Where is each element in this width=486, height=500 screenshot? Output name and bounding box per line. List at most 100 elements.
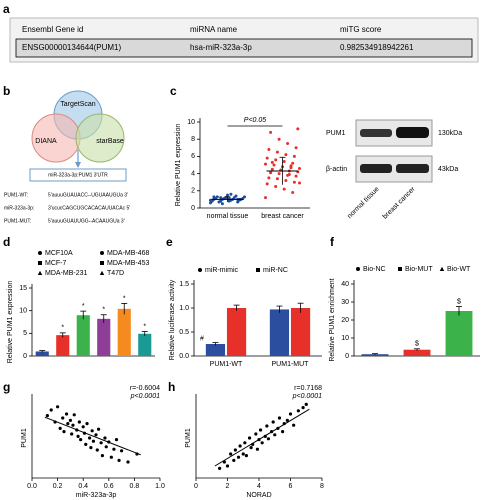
- point: [70, 432, 74, 436]
- point: [281, 430, 285, 434]
- marker: *: [143, 323, 146, 330]
- point: [270, 167, 274, 171]
- point: [120, 449, 124, 453]
- x-tick-label: 1.0: [155, 483, 165, 490]
- y-tick-label: 5: [23, 330, 27, 337]
- point: [264, 196, 267, 200]
- point: [229, 452, 233, 456]
- point: [66, 422, 70, 426]
- point: [210, 199, 214, 203]
- point: [260, 441, 264, 445]
- point: [220, 202, 224, 206]
- y-tick-label: 0: [191, 205, 195, 212]
- x-tick-label: 0.4: [78, 483, 88, 490]
- panel-label: e: [166, 235, 173, 249]
- point: [286, 142, 290, 145]
- x-tick-label: 0: [194, 483, 198, 490]
- point: [296, 409, 300, 413]
- point: [62, 430, 66, 434]
- point: [56, 405, 60, 409]
- x-tick-label: 0.2: [53, 483, 63, 490]
- legend-symbol: [100, 261, 104, 265]
- trend-line: [44, 416, 141, 456]
- bar: [56, 335, 70, 356]
- legend-label: MCF10A: [45, 250, 73, 257]
- legend-label: Bio-MUT: [405, 266, 433, 273]
- point: [71, 423, 75, 427]
- point: [229, 192, 233, 196]
- y-tick-label: 6: [191, 153, 195, 160]
- point: [112, 447, 116, 451]
- point: [234, 194, 238, 198]
- point: [219, 196, 223, 200]
- bar: [138, 333, 152, 356]
- y-axis-label: Relative PUM1 expression: [175, 124, 182, 207]
- legend-label: miR-mimic: [205, 267, 239, 274]
- point: [274, 185, 278, 188]
- blot-row-label: β-actin: [326, 166, 347, 173]
- point: [267, 176, 271, 180]
- point: [90, 429, 94, 433]
- legend-symbol: [37, 270, 43, 275]
- y-tick-label: 40: [341, 281, 349, 288]
- point: [109, 455, 113, 459]
- venn-circle: [75, 113, 125, 163]
- point: [269, 130, 273, 134]
- panel-label: a: [3, 2, 10, 16]
- point: [249, 446, 253, 450]
- y-axis-label: PUM1: [21, 428, 28, 448]
- point: [291, 161, 295, 165]
- x-axis-label: NORAD: [246, 492, 271, 499]
- point: [274, 158, 278, 162]
- panel-label: h: [168, 380, 175, 394]
- point: [96, 427, 101, 431]
- point: [265, 424, 269, 428]
- point: [247, 436, 252, 440]
- point: [304, 402, 308, 406]
- point: [284, 178, 288, 182]
- sequence: 5'auuuGUAUACC--UGUAAUGUa 3': [48, 192, 128, 198]
- y-tick-label: 10: [341, 335, 349, 342]
- arrow-head: [75, 162, 81, 168]
- venn-label: TargetScan: [60, 101, 96, 108]
- point: [218, 466, 222, 470]
- marker: *: [61, 325, 64, 332]
- point: [103, 436, 107, 440]
- y-tick-label: 15: [19, 285, 27, 292]
- legend-label: T47D: [107, 270, 124, 277]
- legend-symbol: [356, 267, 360, 271]
- blot-size: 43kDa: [438, 166, 458, 173]
- y-tick-label: 10: [19, 308, 27, 315]
- panel-label: f: [330, 235, 335, 249]
- axis: [31, 284, 155, 357]
- bar: [403, 349, 431, 356]
- x-tick-label: PUM1-WT: [210, 361, 243, 368]
- table-header: Ensembl Gene id: [22, 25, 83, 34]
- y-tick-label: 0.0: [179, 353, 189, 360]
- point: [284, 153, 288, 157]
- marker: $: [415, 341, 419, 348]
- panel-label: c: [170, 84, 177, 98]
- venn-label: DIANA: [35, 138, 57, 145]
- marker: *: [102, 307, 105, 314]
- lane-label: normal tissue: [346, 186, 380, 220]
- point: [81, 425, 85, 429]
- point: [287, 172, 291, 176]
- point: [265, 182, 269, 186]
- point: [236, 455, 241, 459]
- point: [277, 137, 281, 141]
- point: [61, 416, 65, 420]
- point: [282, 187, 286, 191]
- seq-label: miR-323a-3p:: [4, 205, 34, 211]
- point: [277, 416, 282, 420]
- point: [265, 156, 269, 160]
- seq-label: PUM1-WT:: [4, 192, 28, 198]
- x-tick-label: 0.0: [27, 483, 37, 490]
- point: [241, 452, 245, 456]
- point: [238, 444, 242, 448]
- point: [282, 160, 286, 164]
- sequence: 5'auuuGUAUUGG--ACAAUGUa 3': [48, 218, 125, 224]
- y-tick-label: 0: [345, 353, 349, 360]
- panel-label: g: [3, 380, 10, 394]
- sequence: 3'ucucCAGCUGCACACAUUACAc 5': [48, 205, 130, 211]
